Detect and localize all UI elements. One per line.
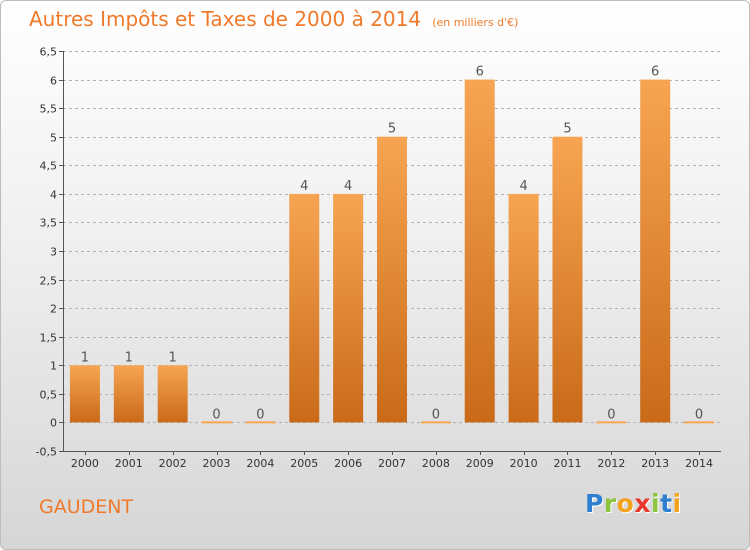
data-label: 0 xyxy=(432,407,440,422)
logo-letter: o xyxy=(616,489,635,518)
data-label: 0 xyxy=(695,407,703,422)
y-tick-label: 2 xyxy=(50,303,57,316)
y-tick-label: 6,5 xyxy=(40,46,58,59)
x-tick-label: 2011 xyxy=(553,457,581,470)
bar xyxy=(157,365,188,423)
x-tick-label: 2002 xyxy=(159,457,187,470)
data-label: 4 xyxy=(344,179,352,194)
bar xyxy=(289,193,320,423)
data-label: 0 xyxy=(607,407,615,422)
y-tick-label: 4 xyxy=(50,189,57,202)
chart-title: Autres Impôts et Taxes de 2000 à 2014 xyxy=(29,7,422,31)
data-label: 5 xyxy=(563,122,571,137)
y-tick-label: 3,5 xyxy=(40,217,58,230)
bar xyxy=(69,365,100,423)
y-tick-label: 4,5 xyxy=(40,160,58,173)
proxiti-logo[interactable]: Proxiti xyxy=(585,489,682,518)
bar xyxy=(552,136,583,423)
y-tick-label: 5,5 xyxy=(40,103,58,116)
commune-name: GAUDENT xyxy=(39,496,134,518)
data-label: 5 xyxy=(388,122,396,137)
x-tick-label: 2013 xyxy=(641,457,669,470)
y-tick-label: 0,5 xyxy=(40,389,58,402)
x-tick-label: 2012 xyxy=(597,457,625,470)
x-tick-label: 2004 xyxy=(246,457,274,470)
data-label: 6 xyxy=(651,65,659,80)
bar xyxy=(333,193,364,423)
logo-letter: P xyxy=(585,489,604,518)
x-tick-label: 2008 xyxy=(422,457,450,470)
y-tick-label: 2,5 xyxy=(40,275,58,288)
x-tick-label: 2005 xyxy=(290,457,318,470)
x-tick-label: 2006 xyxy=(334,457,362,470)
bar xyxy=(640,79,671,423)
x-tick-label: 2010 xyxy=(510,457,538,470)
data-label: 1 xyxy=(169,350,177,365)
y-tick-label: -0,5 xyxy=(36,446,57,459)
data-label: 0 xyxy=(256,407,264,422)
y-tick-label: 3 xyxy=(50,246,57,259)
bar xyxy=(508,193,539,423)
data-label: 1 xyxy=(125,350,133,365)
x-tick-label: 2009 xyxy=(466,457,494,470)
bar xyxy=(113,365,144,423)
data-label: 0 xyxy=(212,407,220,422)
y-tick-label: 1,5 xyxy=(40,332,58,345)
y-tick-label: 1 xyxy=(50,360,57,373)
y-tick-label: 0 xyxy=(50,417,57,430)
x-tick-label: 2014 xyxy=(685,457,713,470)
logo-letter: x xyxy=(634,489,651,518)
data-label: 6 xyxy=(476,65,484,80)
x-tick-label: 2003 xyxy=(203,457,231,470)
bar xyxy=(464,79,495,423)
logo-letter: i xyxy=(672,489,682,518)
logo-letter: r xyxy=(603,489,617,518)
logo-letter: i xyxy=(651,489,661,518)
data-label: 4 xyxy=(300,179,308,194)
chart-unit: (en milliers d'€) xyxy=(432,16,519,29)
data-label: 4 xyxy=(519,179,527,194)
x-tick-label: 2001 xyxy=(115,457,143,470)
data-label: 1 xyxy=(81,350,89,365)
logo-letter: t xyxy=(660,489,673,518)
y-tick-label: 5 xyxy=(50,132,57,145)
x-tick-label: 2007 xyxy=(378,457,406,470)
bar xyxy=(377,136,407,423)
x-tick-label: 2000 xyxy=(71,457,99,470)
chart-title-group: Autres Impôts et Taxes de 2000 à 2014 (e… xyxy=(29,7,518,31)
y-tick-label: 6 xyxy=(50,75,57,88)
